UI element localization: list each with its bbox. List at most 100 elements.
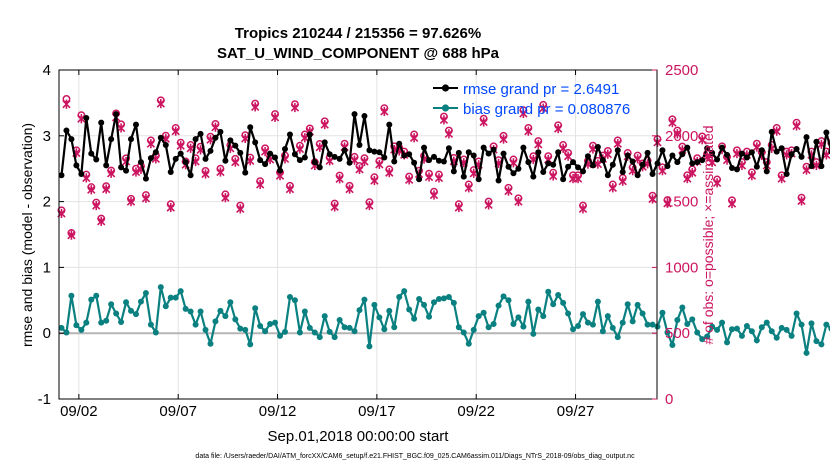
rmse-point	[411, 159, 418, 166]
rmse-point	[674, 159, 681, 166]
legend-rmse-label: rmse grand pr = 2.6491	[463, 81, 619, 98]
rmse-point	[242, 169, 249, 176]
bias-point	[108, 301, 115, 308]
rmse-point	[540, 168, 547, 175]
assimilated-obs-point	[171, 126, 180, 136]
rmse-point	[371, 148, 378, 155]
rmse-point	[207, 147, 214, 154]
rmse-point	[396, 140, 403, 147]
rmse-point	[222, 157, 229, 164]
bias-point	[93, 292, 100, 299]
bias-point	[341, 324, 348, 331]
bias-point	[197, 308, 204, 315]
bias-point	[535, 306, 542, 313]
bias-point	[267, 320, 274, 327]
rmse-point	[426, 157, 433, 164]
rmse-point	[589, 162, 596, 169]
bias-point	[624, 301, 631, 308]
rmse-point	[495, 177, 502, 184]
bias-point	[505, 297, 512, 304]
assimilated-obs-point	[484, 200, 493, 210]
bias-point	[426, 313, 433, 320]
x-axis-label: Sep.01,2018 00:00:00 start	[268, 428, 450, 445]
bias-point	[724, 339, 731, 346]
rmse-point	[88, 150, 95, 157]
rmse-point	[63, 127, 70, 134]
assimilated-obs-point	[524, 126, 533, 136]
bias-point	[788, 332, 795, 339]
assimilated-obs-point	[370, 175, 379, 186]
rmse-point	[93, 156, 100, 163]
bias-point	[604, 313, 611, 320]
bias-point	[277, 332, 284, 339]
rmse-point	[624, 152, 631, 159]
assimilated-obs-point	[464, 183, 473, 193]
bias-point	[515, 314, 522, 321]
assimilated-obs-point	[444, 129, 454, 139]
bias-point	[242, 326, 249, 333]
assimilated-obs-point	[87, 185, 96, 195]
bias-point	[599, 328, 606, 335]
assimilated-obs-point	[315, 142, 324, 152]
rmse-point	[440, 158, 447, 165]
data-file-footnote: data file: /Users/raeder/DAI/ATM_forcXX/…	[195, 453, 635, 460]
rmse-point	[68, 136, 75, 143]
rmse-point	[505, 163, 512, 170]
bias-point	[232, 316, 239, 323]
rmse-line	[60, 112, 830, 182]
assimilated-obs-point	[792, 121, 801, 131]
y-left-tick-label: 0	[43, 325, 51, 342]
bias-point	[530, 330, 537, 337]
assimilated-obs-point	[251, 102, 260, 112]
rmse-point	[416, 176, 423, 183]
rmse-point	[381, 154, 388, 161]
bias-point	[758, 324, 765, 331]
assimilated-obs-point	[618, 176, 627, 186]
rmse-point	[619, 168, 626, 175]
bias-point	[137, 298, 144, 305]
rmse-point	[331, 153, 338, 160]
assimilated-obs-point	[712, 178, 722, 188]
rmse-point	[128, 136, 135, 143]
assimilated-obs-point	[62, 99, 71, 109]
rmse-point	[788, 151, 795, 158]
rmse-point	[550, 161, 557, 168]
rmse-point	[401, 152, 408, 159]
rmse-point	[227, 137, 234, 144]
bias-point	[416, 295, 423, 302]
bias-point	[525, 298, 532, 305]
y-right-tick-label: 2000	[665, 128, 698, 145]
rmse-point	[823, 129, 830, 136]
y-right-tick-label: 1500	[665, 194, 698, 211]
assimilated-obs-point	[519, 108, 528, 119]
bias-point	[346, 324, 353, 331]
rmse-point	[470, 152, 477, 159]
y-right-tick-label: 2500	[665, 62, 698, 79]
rmse-point	[301, 154, 308, 161]
bias-point	[321, 313, 328, 320]
x-tick-label: 09/02	[60, 403, 98, 420]
assimilated-obs-point	[97, 216, 106, 226]
rmse-point	[142, 175, 149, 182]
assimilated-obs-point	[698, 135, 707, 145]
assimilated-obs-point	[603, 149, 612, 159]
rmse-point	[430, 153, 437, 160]
rmse-point	[172, 155, 179, 162]
rmse-point	[798, 153, 805, 160]
assimilated-obs-point	[67, 230, 76, 240]
rmse-point	[694, 159, 701, 166]
rmse-point	[351, 111, 358, 118]
assimilated-obs-point	[255, 179, 265, 190]
bias-point	[629, 318, 636, 325]
bias-point	[589, 321, 596, 328]
assimilated-obs-point	[216, 167, 225, 177]
bias-point	[113, 310, 120, 317]
rmse-point	[813, 138, 820, 145]
assimilated-obs-point	[211, 122, 220, 132]
rmse-point	[743, 154, 750, 161]
rmse-point	[291, 151, 298, 158]
rmse-point	[599, 157, 606, 164]
bias-point	[475, 313, 482, 320]
rmse-point	[763, 168, 770, 175]
